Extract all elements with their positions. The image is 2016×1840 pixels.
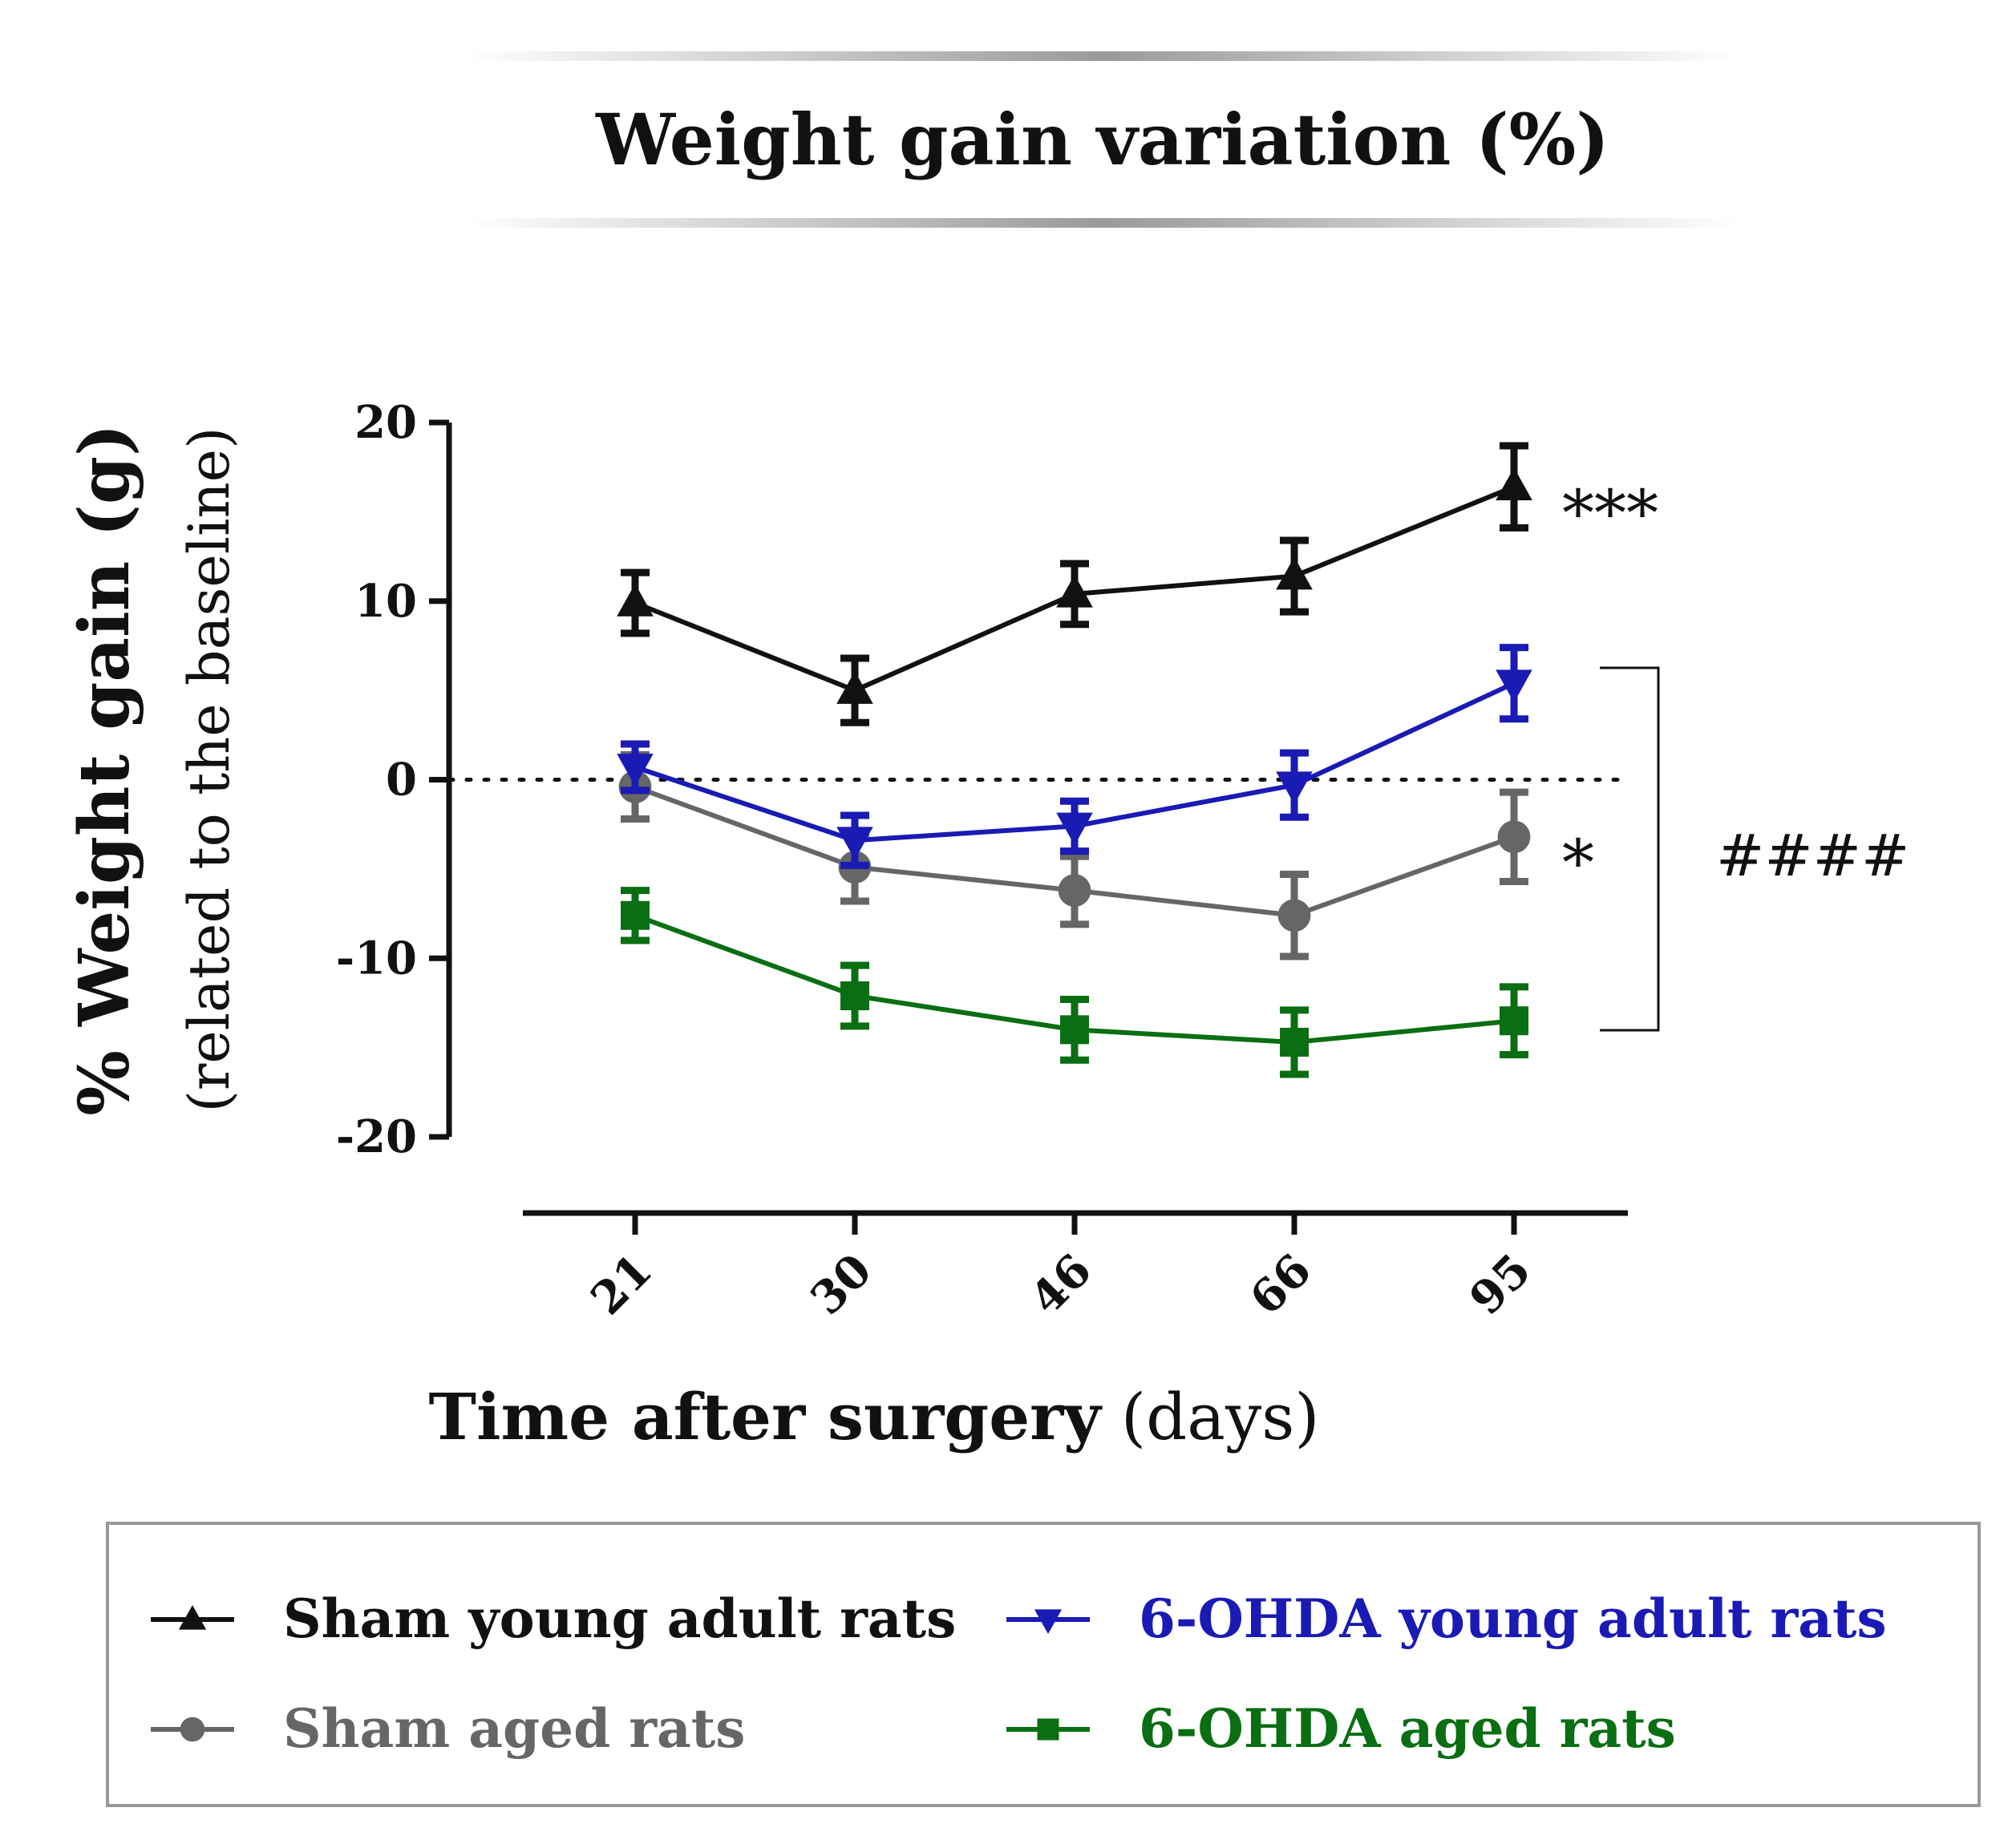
legend-marker (180, 1717, 205, 1742)
legend-item: Sham aged rats (151, 1697, 745, 1760)
legend-label: Sham aged rats (283, 1697, 745, 1760)
significance-bracket (1600, 666, 1660, 1032)
legend-item: Sham young adult rats (151, 1587, 956, 1650)
sig-sham-young: *** (1562, 476, 1658, 551)
x-tick-label: 66 (1240, 1244, 1322, 1325)
data-point (1497, 820, 1531, 854)
legend-item: 6-OHDA aged rats (1006, 1697, 1676, 1760)
data-point (1277, 899, 1311, 932)
series-ohda-young (617, 644, 1532, 869)
sig-bracket: #### (1716, 822, 1909, 889)
legend-marker (1034, 1609, 1063, 1634)
chart-title: Weight gain variation (%) (595, 98, 1609, 181)
y-ticks: 20 10 0 -10 -20 (336, 396, 449, 1163)
y-axis-label-bold: % Weight gain (g) (64, 423, 145, 1115)
legend-item: 6-OHDA young adult rats (1006, 1587, 1887, 1650)
y-axis-label-normal: (related to the baseline) (176, 427, 242, 1113)
series-sham-aged (618, 750, 1531, 960)
legend-marker (178, 1605, 207, 1630)
data-point (1500, 1006, 1528, 1036)
y-tick-label: 10 (354, 575, 417, 628)
x-axis-label-normal: (days) (1121, 1380, 1320, 1454)
data-point (836, 671, 873, 704)
y-tick-label: -10 (336, 932, 417, 985)
data-point (1060, 1015, 1089, 1045)
data-point (836, 827, 873, 860)
title-rule-bottom (465, 218, 1740, 228)
data-point (617, 583, 654, 617)
data-point (1276, 771, 1313, 805)
data-point (1276, 556, 1313, 590)
title-rule-top (465, 51, 1740, 61)
data-point (840, 981, 869, 1011)
data-point (1056, 812, 1093, 846)
x-tick-label: 21 (581, 1244, 662, 1325)
legend-box (106, 1522, 1981, 1807)
legend: Sham young adult rats 6-OHDA young adult … (151, 1587, 1887, 1760)
data-point (1496, 467, 1532, 500)
series-layer (617, 442, 1532, 1078)
data-point (621, 900, 650, 930)
legend-label: Sham young adult rats (283, 1587, 956, 1650)
legend-label: 6-OHDA young adult rats (1139, 1587, 1887, 1650)
data-point (1496, 669, 1532, 703)
x-axis-label: Time after surgery (days) (429, 1379, 1320, 1454)
legend-label: 6-OHDA aged rats (1139, 1697, 1676, 1760)
x-tick-label: 46 (1020, 1244, 1102, 1325)
data-point (1280, 1027, 1309, 1057)
x-ticks: 21 30 46 66 95 (581, 1213, 1541, 1325)
series-sham-young (617, 442, 1532, 726)
data-point (1056, 574, 1093, 608)
x-tick-label: 95 (1459, 1244, 1541, 1325)
legend-marker (1037, 1718, 1059, 1741)
x-tick-label: 30 (800, 1244, 882, 1325)
x-axis-label-bold: Time after surgery (429, 1379, 1103, 1454)
sig-sham-aged: * (1562, 826, 1594, 900)
series-ohda-aged (621, 887, 1528, 1078)
y-axis-label: % Weight gain (g) (related to the baseli… (64, 423, 242, 1115)
y-tick-label: 0 (386, 754, 417, 807)
data-point (617, 754, 654, 787)
data-point (1058, 874, 1091, 908)
y-tick-label: 20 (354, 396, 417, 449)
y-tick-label: -20 (336, 1110, 417, 1163)
